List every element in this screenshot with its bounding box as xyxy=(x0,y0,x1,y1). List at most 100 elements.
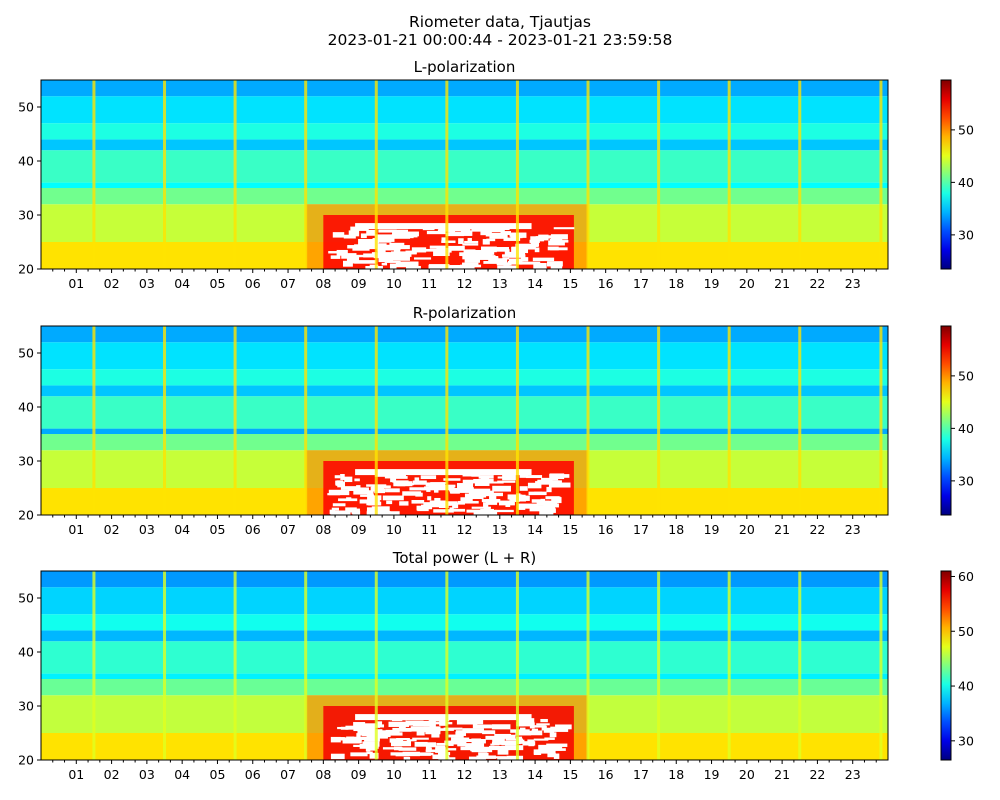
calibration-stripe xyxy=(374,571,378,760)
saturated-cell xyxy=(340,474,345,478)
x-tick-label: 21 xyxy=(774,522,790,537)
x-tick-label: 18 xyxy=(668,276,684,291)
saturated-cell xyxy=(371,485,391,489)
freq-band xyxy=(41,641,888,674)
saturated-cell xyxy=(457,487,474,493)
saturated-cell xyxy=(369,752,379,759)
saturated-cell xyxy=(354,260,377,264)
saturated-cell xyxy=(384,473,406,479)
saturated-cell xyxy=(364,737,380,742)
saturated-cell xyxy=(481,499,488,503)
x-tick-label: 22 xyxy=(809,522,825,537)
saturated-cell xyxy=(402,261,419,267)
saturated-cell xyxy=(515,243,536,250)
x-tick-label: 07 xyxy=(280,276,296,291)
saturated-cell xyxy=(519,727,526,733)
y-tick-label: 50 xyxy=(18,100,34,115)
calibration-stripe xyxy=(515,571,519,760)
saturated-cell xyxy=(530,241,539,247)
saturated-cell xyxy=(548,502,554,508)
x-tick-label: 12 xyxy=(457,276,473,291)
saturated-cell xyxy=(395,262,407,268)
saturated-cell xyxy=(409,487,431,491)
saturated-cell xyxy=(426,742,437,748)
saturated-cell xyxy=(381,262,388,266)
saturated-cell xyxy=(366,511,372,515)
x-tick-label: 15 xyxy=(562,276,578,291)
colorbar-tick-label: 30 xyxy=(958,227,974,242)
saturated-cell xyxy=(390,478,397,483)
freq-band xyxy=(41,150,888,183)
x-tick-label: 01 xyxy=(68,276,84,291)
x-tick-label: 02 xyxy=(104,767,120,782)
x-tick-label: 23 xyxy=(845,522,861,537)
saturated-cell xyxy=(471,226,490,232)
x-tick-label: 18 xyxy=(668,522,684,537)
figure-subtitle: 2023-01-21 00:00:44 - 2023-01-21 23:59:5… xyxy=(327,31,673,49)
saturated-cell xyxy=(450,508,456,512)
saturated-cell xyxy=(458,238,464,244)
saturated-cell xyxy=(340,726,349,730)
saturated-cell xyxy=(475,719,484,725)
panel-title: R-polarization xyxy=(413,304,516,322)
saturated-cell xyxy=(410,752,431,756)
saturated-cell xyxy=(369,511,391,515)
saturated-cell xyxy=(436,742,454,746)
saturated-cell xyxy=(359,743,379,749)
saturated-cell xyxy=(483,502,489,508)
saturated-cell xyxy=(519,261,541,265)
calibration-stripe xyxy=(515,80,519,269)
saturated-cell xyxy=(396,737,410,741)
colorbar-tick-label: 50 xyxy=(958,368,974,383)
saturated-cell xyxy=(553,753,560,759)
saturated-cell xyxy=(489,232,508,239)
x-tick-label: 12 xyxy=(457,767,473,782)
saturated-cell xyxy=(433,509,454,513)
saturated-cell xyxy=(368,501,382,506)
x-tick-label: 16 xyxy=(598,767,614,782)
saturated-cell xyxy=(494,509,514,513)
saturated-cell xyxy=(401,231,419,237)
saturated-cell xyxy=(500,231,512,235)
saturated-cell xyxy=(330,255,341,259)
x-tick-label: 15 xyxy=(562,522,578,537)
saturated-cell xyxy=(398,747,417,751)
calibration-stripe xyxy=(445,326,449,515)
saturated-cell xyxy=(395,480,402,483)
saturated-cell xyxy=(374,474,390,477)
saturated-cell xyxy=(460,230,473,236)
x-tick-label: 10 xyxy=(386,522,402,537)
calibration-stripe xyxy=(727,571,731,760)
saturated-cell xyxy=(491,247,509,252)
calibration-stripe xyxy=(879,571,883,760)
saturated-cell xyxy=(474,481,490,486)
colorbar-tick-label: 50 xyxy=(958,122,974,137)
saturated-cell xyxy=(385,234,403,237)
saturated-cell xyxy=(489,745,510,751)
saturated-cell xyxy=(354,478,360,482)
y-tick-label: 30 xyxy=(18,208,34,223)
saturated-cell xyxy=(534,247,540,253)
saturated-cell xyxy=(533,738,549,741)
x-tick-label: 11 xyxy=(421,276,437,291)
saturated-cell xyxy=(426,230,446,235)
freq-band xyxy=(41,434,888,451)
x-tick-label: 04 xyxy=(174,522,190,537)
saturated-cell xyxy=(386,500,393,505)
saturated-cell xyxy=(414,477,420,484)
saturated-cell xyxy=(330,736,341,743)
x-tick-label: 14 xyxy=(527,522,543,537)
saturated-cell xyxy=(434,497,441,501)
x-tick-label: 03 xyxy=(139,522,155,537)
saturated-cell xyxy=(550,264,563,269)
calibration-stripe xyxy=(233,571,237,760)
saturated-cell xyxy=(375,244,396,248)
saturated-cell xyxy=(351,254,371,258)
saturated-cell xyxy=(334,475,341,479)
heatmap xyxy=(41,326,888,515)
freq-band xyxy=(41,571,888,588)
saturated-cell xyxy=(491,724,511,730)
saturated-cell xyxy=(551,748,566,751)
figure-title: Riometer data, Tjautjas xyxy=(409,13,591,31)
calibration-stripe xyxy=(304,571,308,760)
